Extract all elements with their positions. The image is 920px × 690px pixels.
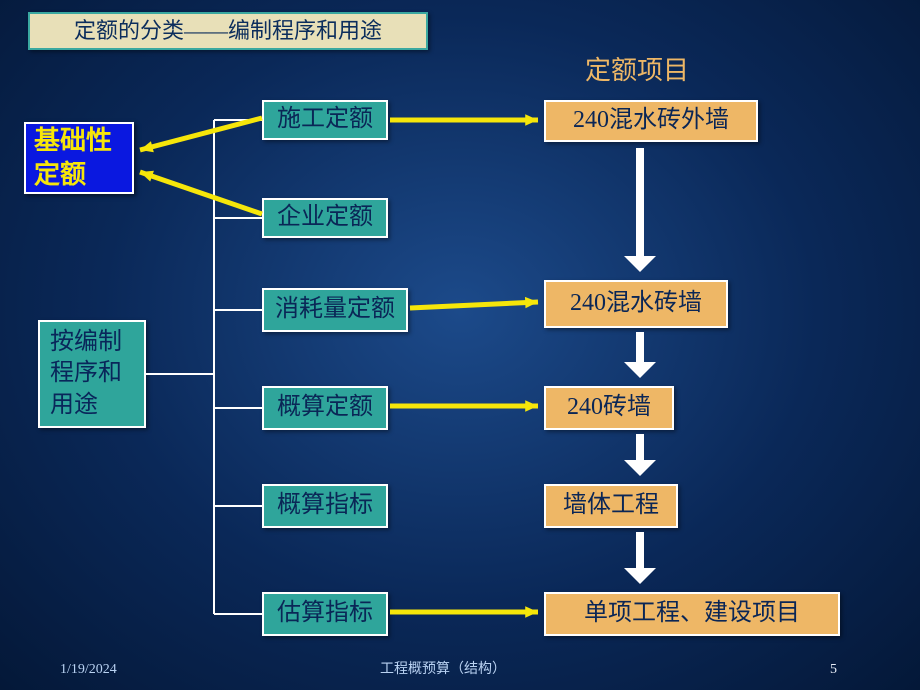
footer-date: 1/19/2024	[60, 662, 117, 678]
node-item-wall-project: 墙体工程	[544, 484, 678, 528]
node-budget-index: 概算指标	[262, 484, 388, 528]
node-item-240-brick: 240砖墙	[544, 386, 674, 430]
node-estimate-index: 估算指标	[262, 592, 388, 636]
node-item-240-wall: 240混水砖墙	[544, 280, 728, 328]
footer-center: 工程概预算（结构）	[380, 658, 506, 678]
node-item-single-project: 单项工程、建设项目	[544, 592, 840, 636]
node-root-classification: 按编制程序和用途	[38, 320, 146, 428]
node-budget-quota: 概算定额	[262, 386, 388, 430]
node-enterprise-quota: 企业定额	[262, 198, 388, 238]
node-construction-quota: 施工定额	[262, 100, 388, 140]
node-consumption-quota: 消耗量定额	[262, 288, 408, 332]
footer-page: 5	[830, 662, 837, 678]
node-basic-quota: 基础性定额	[24, 122, 134, 194]
node-item-240-outer-wall: 240混水砖外墙	[544, 100, 758, 142]
section-header-right: 定额项目	[585, 50, 689, 87]
slide-title: 定额的分类——编制程序和用途	[28, 12, 428, 50]
